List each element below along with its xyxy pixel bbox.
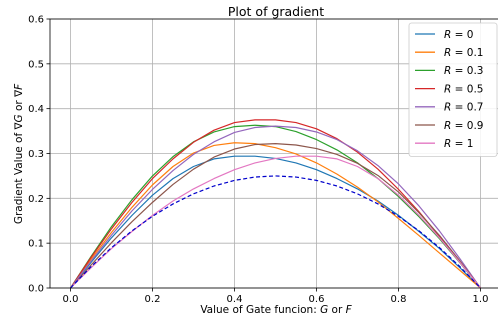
y-tick-label: 0.0 xyxy=(28,284,44,295)
series-line-r-0-9 xyxy=(70,143,481,289)
legend-label: R = 0.5 xyxy=(444,83,483,95)
x-tick-label: 0.0 xyxy=(63,294,79,305)
legend-label: R = 0.1 xyxy=(444,47,483,59)
x-axis-ticks: 0.0 0.2 0.4 0.6 0.8 1.0 xyxy=(63,288,489,305)
legend-label-value: = 0.5 xyxy=(451,83,483,95)
legend-label-var: R xyxy=(444,47,451,59)
series-line-r-0-7 xyxy=(70,125,481,289)
legend-box xyxy=(408,22,498,157)
y-tick-label: 0.2 xyxy=(28,194,44,205)
series-lines xyxy=(69,119,481,289)
x-axis-label-part: G xyxy=(320,304,328,316)
y-tick-label: 0.3 xyxy=(28,149,44,160)
legend-label: R = 0.3 xyxy=(444,65,483,77)
legend-label: R = 0.9 xyxy=(444,120,483,132)
legend-label-var: R xyxy=(444,29,451,41)
y-axis-ticks: 0.0 0.1 0.2 0.3 0.4 0.5 0.6 xyxy=(28,15,50,295)
x-tick-label: 0.2 xyxy=(145,294,161,305)
series-line-r-0-5 xyxy=(70,119,481,289)
legend-label-var: R xyxy=(444,120,451,132)
y-tick-label: 0.5 xyxy=(28,59,44,70)
y-axis-label: Gradient Value of ∇G or ∇F xyxy=(13,83,25,224)
y-axis-label-part: Gradient Value of ∇ xyxy=(13,122,25,225)
legend-label-var: R xyxy=(444,65,451,77)
y-axis-label-part: F xyxy=(13,83,25,90)
legend-label-value: = 0.9 xyxy=(451,120,483,132)
legend-label-value: = 0 xyxy=(451,29,473,41)
legend-label-var: R xyxy=(444,102,451,114)
legend-label-value: = 1 xyxy=(451,138,473,150)
x-axis-label: Value of Gate funcion: G or F xyxy=(200,304,352,316)
legend: R = 0R = 0.1R = 0.3R = 0.5R = 0.7R = 0.9… xyxy=(408,22,498,157)
legend-label: R = 1 xyxy=(444,138,473,150)
y-tick-label: 0.6 xyxy=(28,15,44,26)
y-axis-label-part: G xyxy=(13,114,25,122)
x-tick-label: 1.0 xyxy=(473,294,489,305)
y-tick-label: 0.1 xyxy=(28,239,44,250)
legend-label-var: R xyxy=(444,138,451,150)
x-tick-label: 0.8 xyxy=(391,294,407,305)
x-tick-label: 0.4 xyxy=(227,294,243,305)
legend-label-value: = 0.1 xyxy=(451,47,483,59)
series-line-dashed xyxy=(70,175,481,289)
legend-label: R = 0.7 xyxy=(444,102,483,114)
x-axis-label-part: Value of Gate funcion: xyxy=(200,304,320,316)
x-axis-label-part: F xyxy=(346,304,353,316)
x-axis-label-part: or xyxy=(328,304,345,316)
chart-title: Plot of gradient xyxy=(228,4,324,19)
legend-label-var: R xyxy=(444,83,451,95)
y-tick-label: 0.4 xyxy=(28,104,44,115)
legend-label-value: = 0.3 xyxy=(451,65,483,77)
legend-label-value: = 0.7 xyxy=(451,102,483,114)
y-axis-label-part: or ∇ xyxy=(13,89,25,114)
x-tick-label: 0.6 xyxy=(309,294,325,305)
legend-label: R = 0 xyxy=(444,29,473,41)
series-line-r-0-1 xyxy=(70,142,481,289)
